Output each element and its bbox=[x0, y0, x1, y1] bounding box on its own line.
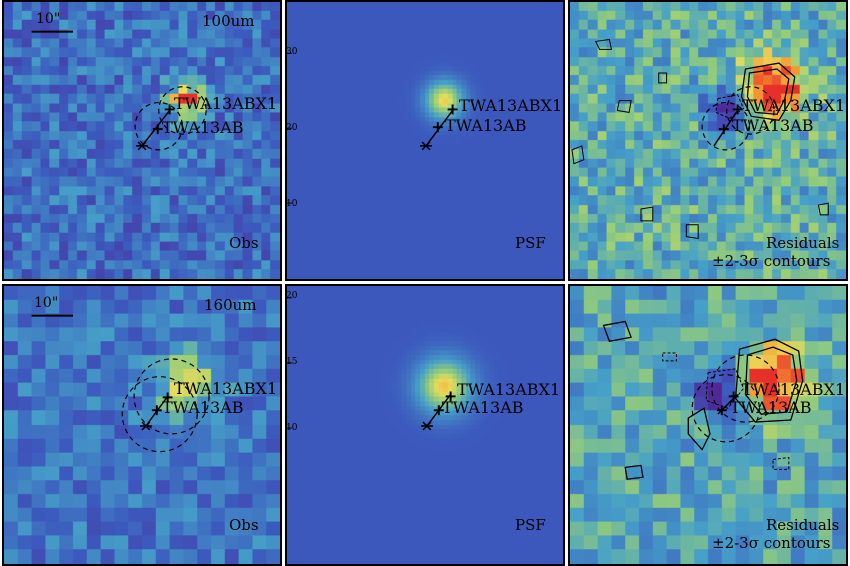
plus-marker bbox=[447, 104, 458, 115]
corner-label-line2: ±2-3σ contours bbox=[712, 252, 831, 270]
source-label-primary: TWA13ABX1 bbox=[742, 380, 846, 399]
corner-label-line2: ±2-3σ contours bbox=[712, 534, 831, 552]
source-label-secondary: TWA13AB bbox=[442, 398, 524, 417]
panel-residuals-160um: TWA13ABX1 TWA13AB Residuals ±2-3σ contou… bbox=[568, 284, 848, 566]
plus-marker bbox=[433, 405, 444, 416]
star-marker bbox=[420, 141, 432, 151]
star-marker bbox=[421, 421, 433, 431]
psf-image-100um bbox=[287, 2, 563, 279]
source-markers bbox=[287, 297, 456, 431]
source-markers bbox=[31, 30, 207, 151]
scale-label: 10" bbox=[36, 11, 61, 27]
plus-marker bbox=[432, 122, 443, 133]
plus-marker bbox=[151, 405, 162, 416]
corner-label-line1: Residuals bbox=[766, 516, 840, 534]
panel-residuals-100um: TWA13ABX1 TWA13AB Residuals ±2-3σ contou… bbox=[568, 0, 848, 281]
residual-image-100um bbox=[570, 2, 846, 279]
star-marker bbox=[136, 141, 148, 151]
band-label: 160um bbox=[204, 296, 257, 314]
source-label-primary: TWA13ABX1 bbox=[457, 380, 561, 399]
source-label-primary: TWA13ABX1 bbox=[174, 379, 278, 398]
source-markers bbox=[31, 314, 210, 453]
source-label-secondary: TWA13AB bbox=[445, 116, 527, 135]
axis-tick-label: 30 bbox=[286, 47, 298, 57]
contours-and-markers bbox=[571, 38, 829, 240]
source-label-primary: TWA13ABX1 bbox=[459, 96, 563, 115]
band-label: 100um bbox=[202, 12, 255, 30]
panel-psf-160um: TWA13ABX1 TWA13AB 20 15 10 PSF bbox=[285, 284, 565, 566]
source-label-secondary: TWA13AB bbox=[732, 116, 814, 135]
corner-label: Obs bbox=[229, 516, 259, 534]
corner-label-line1: Residuals bbox=[766, 234, 840, 252]
panel-psf-100um: TWA13ABX1 TWA13AB 30 20 10 PSF bbox=[285, 0, 565, 281]
scale-label: 10" bbox=[34, 295, 59, 311]
plus-marker bbox=[718, 124, 729, 135]
corner-label: PSF bbox=[515, 234, 546, 252]
source-label-primary: TWA13ABX1 bbox=[742, 96, 846, 115]
source-markers bbox=[287, 52, 458, 204]
axis-tick-label: 15 bbox=[286, 357, 298, 367]
plus-marker bbox=[152, 124, 163, 135]
source-label-secondary: TWA13AB bbox=[162, 398, 244, 417]
panel-obs-100um: 10" 100um TWA13ABX1 TWA13AB Obs bbox=[2, 0, 282, 281]
panel-obs-160um: 10" 160um TWA13ABX1 TWA13AB Obs bbox=[2, 284, 282, 566]
plus-marker bbox=[716, 405, 727, 416]
axis-tick-label: 10 bbox=[286, 423, 298, 433]
aperture-circle bbox=[134, 101, 184, 151]
source-label-secondary: TWA13AB bbox=[162, 118, 244, 137]
axis-tick-label: 10 bbox=[286, 199, 298, 209]
plus-marker bbox=[732, 104, 743, 115]
source-label-primary: TWA13ABX1 bbox=[174, 94, 278, 113]
corner-label: PSF bbox=[515, 516, 546, 534]
corner-label: Obs bbox=[229, 234, 259, 252]
aperture-circle bbox=[158, 86, 207, 135]
plus-marker bbox=[445, 391, 456, 402]
source-label-secondary: TWA13AB bbox=[730, 398, 812, 417]
star-marker bbox=[140, 421, 152, 431]
obs-image-160um bbox=[4, 286, 280, 564]
obs-image-100um bbox=[4, 2, 280, 279]
axis-tick-label: 20 bbox=[286, 123, 298, 133]
plus-marker bbox=[162, 392, 173, 403]
plus-marker bbox=[164, 104, 175, 115]
contours-and-markers bbox=[602, 320, 804, 480]
axis-tick-label: 20 bbox=[286, 291, 298, 301]
plus-marker bbox=[728, 391, 739, 402]
